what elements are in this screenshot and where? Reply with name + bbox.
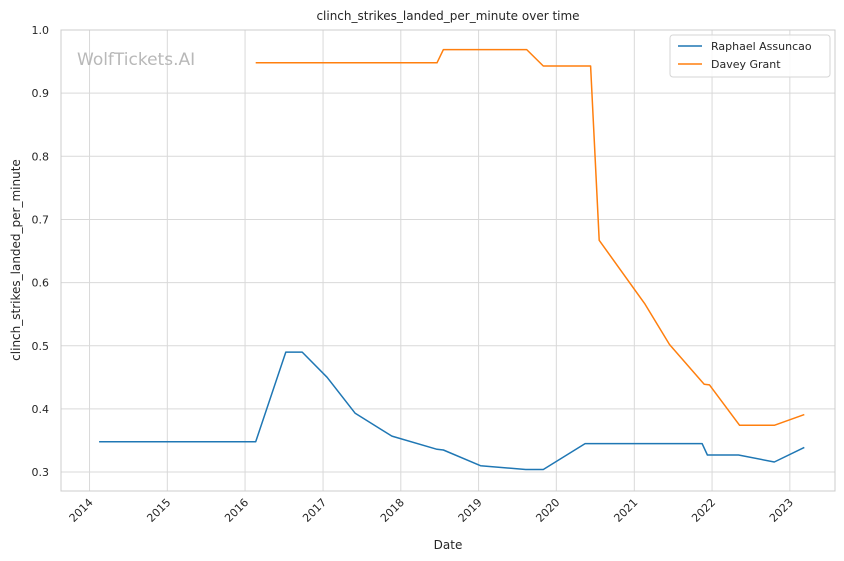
y-tick-label: 1.0 (32, 24, 50, 37)
series-lines (99, 48, 805, 471)
y-axis-label: clinch_strikes_landed_per_minute (9, 159, 23, 361)
y-tick-label: 0.6 (32, 277, 50, 290)
x-tick-label: 2016 (222, 496, 251, 525)
x-axis-label: Date (434, 538, 463, 552)
x-tick-label: 2017 (300, 496, 329, 525)
x-tick-label: 2018 (378, 496, 407, 525)
y-tick-label: 0.5 (32, 340, 50, 353)
legend-label-davey-grant: Davey Grant (711, 58, 781, 71)
series-line-raphael-assuncao (99, 351, 805, 471)
x-tick-label: 2022 (689, 496, 718, 525)
y-tick-label: 0.9 (32, 87, 50, 100)
y-tick-label: 0.3 (32, 466, 50, 479)
x-tick-label: 2023 (767, 496, 796, 525)
chart-title: clinch_strikes_landed_per_minute over ti… (316, 9, 579, 23)
y-gridlines (61, 29, 835, 473)
y-tick-labels: 0.3 0.4 0.5 0.6 0.7 0.8 0.9 1.0 (32, 24, 50, 479)
legend-label-raphael-assuncao: Raphael Assuncao (711, 40, 812, 53)
x-tick-label: 2020 (533, 496, 562, 525)
x-tick-label: 2019 (456, 496, 485, 525)
y-tick-label: 0.4 (32, 403, 50, 416)
x-tick-label: 2021 (611, 496, 640, 525)
x-tick-labels: 2014 2015 2016 2017 2018 2019 2020 2021 2022 2023 (67, 496, 796, 525)
legend: Raphael Assuncao Davey Grant (669, 34, 831, 78)
plot-area (60, 29, 836, 492)
y-tick-label: 0.7 (32, 213, 50, 226)
watermark: WolfTickets.AI (77, 50, 195, 70)
x-tick-label: 2015 (144, 496, 173, 525)
y-tick-label: 0.8 (32, 150, 50, 163)
legend-box (669, 34, 831, 78)
series-line-davey-grant (255, 48, 805, 427)
x-tick-label: 2014 (67, 496, 96, 525)
x-gridlines (89, 30, 791, 491)
